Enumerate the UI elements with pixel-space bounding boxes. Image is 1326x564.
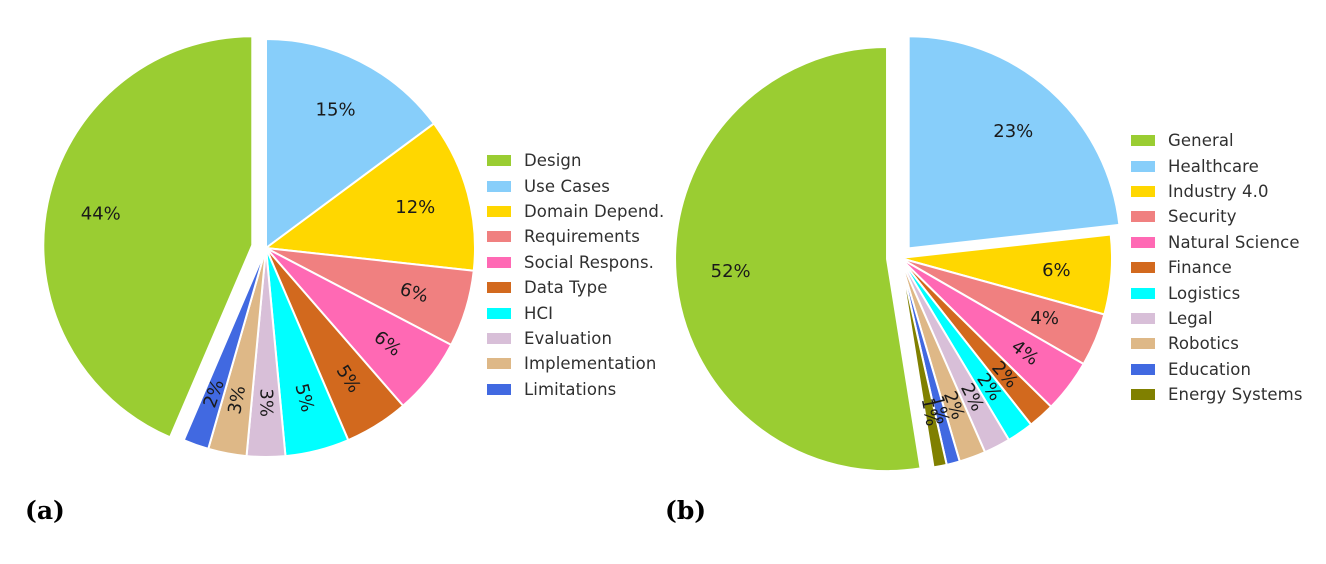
legend-item-label: Implementation [524,354,657,374]
legend-color-swatch [487,383,511,395]
legend-color-swatch [1131,389,1155,401]
panel-b: 52% 23% 6% 4% 4% 2% 2% 2% 2% 1% 1% General Healthca… [663,0,1326,564]
legend-item[interactable]: Security [1131,204,1303,229]
pie-slice-label: 3% [224,384,250,416]
legend-color-swatch [487,155,511,167]
legend-item-label: Use Cases [524,176,610,196]
legend-item[interactable]: Design [487,148,664,173]
legend-item-label: Design [524,151,582,171]
legend-a: Design Use Cases Domain Depend. Requirement… [487,148,664,402]
legend-color-swatch [1131,135,1155,147]
legend-item-label: Logistics [1168,283,1241,303]
legend-item[interactable]: Data Type [487,275,664,300]
legend-color-swatch [1131,287,1155,299]
panel-a: 44% 15% 12% 6% 6% 5% 5% 3% 3% 2% Design Use Cases D… [25,35,664,525]
subfigure-label-b: (b) [665,496,707,525]
pie-slice[interactable] [265,37,436,250]
pie-slice[interactable] [674,46,922,473]
legend-item-label: Education [1168,359,1252,379]
legend-item-label: Healthcare [1168,156,1259,176]
pie-slice-label: 12% [395,197,435,218]
legend-item[interactable]: Requirements [487,224,664,249]
legend-color-swatch [1131,262,1155,274]
legend-color-swatch [1131,338,1155,350]
pie-chart-a: 44%15%12%6%6%5%5%3%3%2% [42,35,476,458]
pie-slice-label: 52% [711,261,751,282]
legend-item[interactable]: Robotics [1131,331,1303,356]
legend-item-label: General [1168,131,1234,151]
legend-item-label: Energy Systems [1168,385,1303,405]
legend-item[interactable]: Implementation [487,351,664,376]
legend-color-swatch [1131,185,1155,197]
legend-color-swatch [487,231,511,243]
legend-item[interactable]: Finance [1131,255,1303,280]
legend-color-swatch [487,358,511,370]
legend-item-label: Data Type [524,278,608,298]
legend-item-label: Evaluation [524,328,613,348]
pie-slice-label: 23% [993,121,1033,142]
pie-slice[interactable] [263,122,476,272]
legend-item[interactable]: Industry 4.0 [1131,179,1303,204]
pie-slice[interactable] [42,35,254,439]
legend-item-label: Requirements [524,227,640,247]
legend-item[interactable]: Evaluation [487,326,664,351]
legend-color-swatch [487,256,511,268]
legend-item-label: HCI [524,303,554,323]
legend-color-swatch [1131,312,1155,324]
legend-item[interactable]: Legal [1131,306,1303,331]
legend-item-label: Domain Depend. [524,201,665,221]
legend-item-label: Natural Science [1168,232,1300,252]
pie-slice-label: 3% [256,388,277,417]
legend-item-label: Limitations [524,379,617,399]
pie-chart-b: 52%23%6%4%4%2%2%2%2%1%1% [674,35,1121,473]
legend-item[interactable]: Natural Science [1131,230,1303,255]
pie-slice-label: 44% [81,204,121,225]
legend-item[interactable]: Use Cases [487,173,664,198]
pie-slice[interactable] [899,257,948,469]
legend-item-label: Industry 4.0 [1168,181,1269,201]
legend-color-swatch [487,205,511,217]
pie-slice-label: 6% [1042,260,1071,281]
subfigure-label-a: (a) [25,496,65,525]
legend-item[interactable]: Logistics [1131,280,1303,305]
legend-item[interactable]: Education [1131,357,1303,382]
legend-item-label: Finance [1168,258,1232,278]
pie-slice-label: 1% [917,396,943,428]
legend-color-swatch [487,180,511,192]
legend-item[interactable]: Domain Depend. [487,199,664,224]
legend-color-swatch [487,332,511,344]
legend-color-swatch [1131,363,1155,375]
legend-item[interactable]: General [1131,128,1303,153]
legend-color-swatch [1131,236,1155,248]
legend-item-label: Legal [1168,308,1213,328]
legend-color-swatch [487,307,511,319]
legend-item-label: Security [1168,207,1237,227]
legend-item[interactable]: HCI [487,300,664,325]
legend-item[interactable]: Limitations [487,377,664,402]
pie-slice-label: 4% [1030,308,1059,329]
pie-slice-label: 15% [316,99,356,120]
pie-slice[interactable] [182,247,267,451]
legend-b: General Healthcare Industry 4.0 Security Nat… [1131,128,1303,407]
legend-item[interactable]: Social Respons. [487,250,664,275]
legend-color-swatch [1131,211,1155,223]
pie-slice[interactable] [907,35,1121,250]
legend-color-swatch [1131,160,1155,172]
legend-item[interactable]: Healthcare [1131,153,1303,178]
legend-item[interactable]: Energy Systems [1131,382,1303,407]
legend-item-label: Social Respons. [524,252,655,272]
legend-color-swatch [487,282,511,294]
legend-item-label: Robotics [1168,334,1239,354]
